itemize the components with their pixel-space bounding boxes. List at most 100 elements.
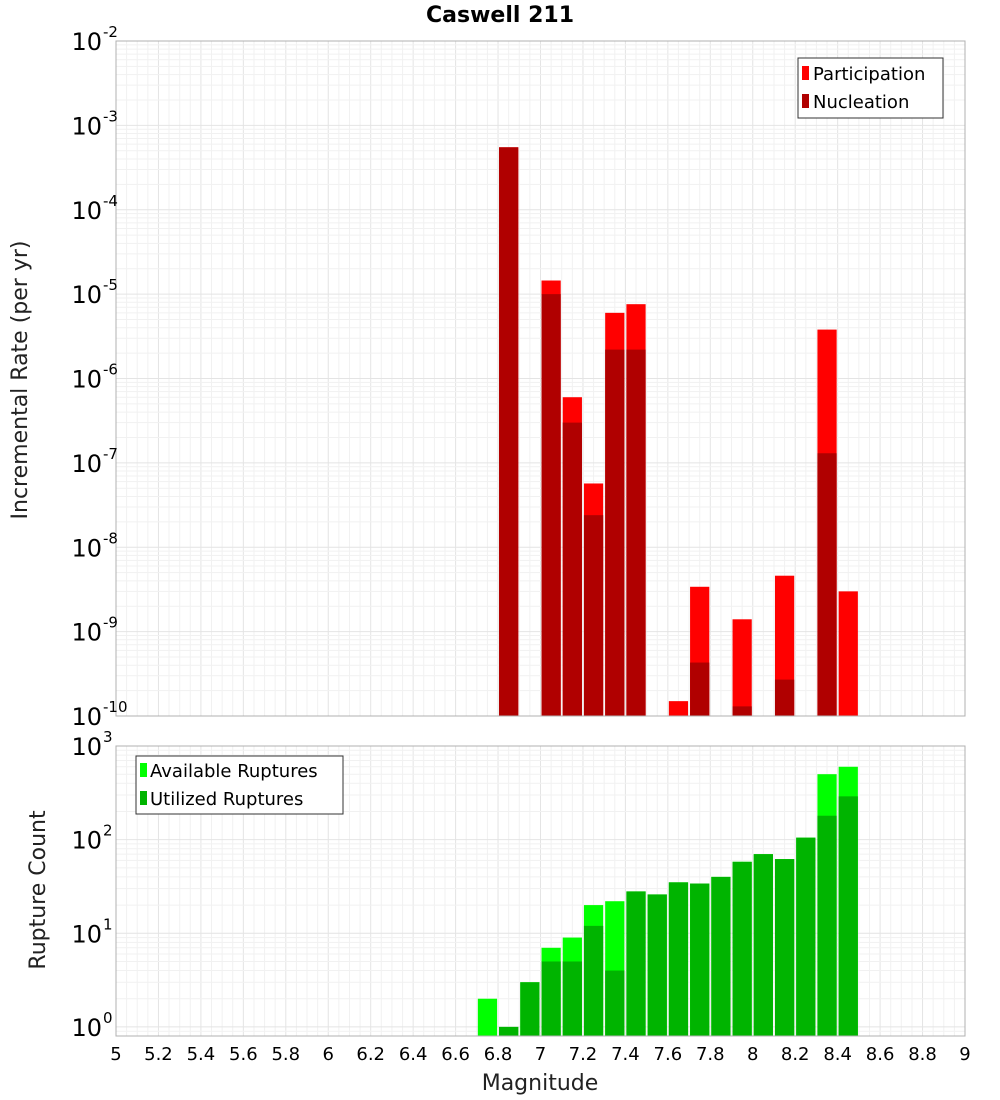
y-tick-label: 10 -7 [71, 445, 118, 478]
x-tick-label: 8.6 [866, 1044, 895, 1065]
x-tick-label: 7.6 [654, 1044, 683, 1065]
y-tick-base: 10 [71, 281, 102, 309]
count-bar-utilized-ruptures [753, 854, 773, 1036]
x-tick-label: 6.6 [441, 1044, 470, 1065]
y-tick-exponent: -8 [103, 529, 118, 547]
count-bar-utilized-ruptures [647, 894, 667, 1036]
x-tick-label: 5.6 [229, 1044, 258, 1065]
bottom-legend-box [135, 755, 344, 815]
bottom-plot-frame [115, 745, 966, 1037]
y-tick-label: 10 1 [71, 915, 112, 948]
y-tick-base: 10 [71, 366, 102, 394]
rate-bar-participation [838, 591, 858, 716]
y-tick-exponent: -10 [103, 698, 128, 716]
rate-bar-nucleation [562, 422, 582, 716]
y-tick-label: 10 3 [71, 728, 112, 761]
rate-bar-nucleation [690, 662, 710, 716]
bottom-y-axis-label: Rupture Count [26, 810, 51, 970]
y-tick-exponent: -5 [103, 276, 118, 294]
y-tick-base: 10 [71, 1014, 102, 1042]
y-tick-base: 10 [71, 197, 102, 225]
rate-bar-nucleation [541, 294, 561, 716]
x-tick-label: 6.2 [356, 1044, 385, 1065]
bottom-plot-bars [477, 766, 858, 1036]
x-tick-label: 7 [535, 1044, 546, 1065]
rate-bar-nucleation [774, 679, 795, 716]
y-tick-base: 10 [71, 733, 102, 761]
y-tick-label: 10 -4 [71, 192, 118, 225]
legend-label-available: Available Ruptures [150, 761, 318, 782]
x-tick-label: 5.8 [271, 1044, 300, 1065]
y-tick-exponent: 0 [103, 1009, 113, 1027]
y-tick-exponent: -2 [103, 23, 118, 41]
y-tick-base: 10 [71, 534, 102, 562]
y-tick-exponent: 3 [103, 728, 113, 746]
count-bar-available-ruptures [477, 998, 498, 1036]
y-tick-exponent: -9 [103, 614, 118, 632]
rate-bar-participation [668, 701, 689, 716]
y-tick-exponent: -3 [103, 107, 118, 125]
count-bar-utilized-ruptures [711, 876, 731, 1036]
rate-bar-nucleation [583, 515, 604, 716]
x-tick-label: 6.8 [484, 1044, 513, 1065]
x-tick-label: 7.4 [611, 1044, 640, 1065]
y-tick-base: 10 [71, 920, 102, 948]
x-tick-label: 5.2 [144, 1044, 173, 1065]
y-tick-exponent: 1 [103, 915, 113, 933]
top-legend-box [797, 57, 944, 119]
x-tick-label: 6 [323, 1044, 334, 1065]
legend-swatch-utilized [140, 791, 147, 805]
count-bar-utilized-ruptures [499, 1026, 519, 1036]
count-bar-utilized-ruptures [668, 882, 689, 1036]
x-tick-label: 8.4 [823, 1044, 852, 1065]
rate-bar-nucleation [626, 349, 646, 716]
x-tick-label: 5.4 [187, 1044, 216, 1065]
x-axis-label: Magnitude [482, 1071, 599, 1096]
top-y-axis-label: Incremental Rate (per yr) [8, 241, 33, 520]
count-bar-utilized-ruptures [690, 883, 710, 1036]
legend-swatch-available [140, 763, 147, 777]
y-tick-base: 10 [71, 28, 102, 56]
rate-bar-nucleation [817, 453, 837, 716]
y-tick-base: 10 [71, 619, 102, 647]
x-tick-label: 8 [747, 1044, 758, 1065]
y-tick-base: 10 [71, 450, 102, 478]
y-tick-label: 10 2 [71, 822, 112, 855]
legend-swatch-nucleation [802, 94, 809, 108]
y-tick-exponent: -7 [103, 445, 118, 463]
rate-bar-participation [732, 619, 752, 716]
rate-bar-nucleation [499, 147, 519, 717]
y-tick-exponent: -6 [103, 361, 118, 379]
top-legend: Participation Nucleation [797, 57, 944, 119]
top-plot: 10-210-310-410-510-610-710-810-910-10 In… [8, 23, 966, 731]
y-tick-exponent: 2 [103, 822, 113, 840]
legend-label-nucleation: Nucleation [813, 92, 909, 113]
count-bar-utilized-ruptures [732, 861, 752, 1036]
y-tick-label: 10 -9 [71, 614, 118, 647]
top-plot-y-ticks: 10-210-310-410-510-610-710-810-910-10 [71, 23, 127, 731]
chart-title: Caswell 211 [426, 3, 574, 28]
x-tick-label: 5 [110, 1044, 121, 1065]
y-tick-label: 10 0 [71, 1009, 112, 1042]
count-bar-utilized-ruptures [562, 961, 582, 1036]
y-tick-label: 10 -5 [71, 276, 118, 309]
y-tick-exponent: -4 [103, 192, 118, 210]
count-bar-utilized-ruptures [774, 859, 795, 1036]
count-bar-utilized-ruptures [541, 961, 561, 1036]
count-bar-utilized-ruptures [520, 982, 540, 1036]
rate-bar-nucleation [732, 706, 752, 716]
top-plot-bars [499, 147, 858, 717]
count-bar-utilized-ruptures [583, 925, 604, 1036]
y-tick-base: 10 [71, 827, 102, 855]
count-bar-utilized-ruptures [838, 796, 858, 1036]
y-tick-label: 10 -6 [71, 361, 118, 394]
x-axis-tick-labels: 5 5.2 5.4 5.6 5.8 6 6.2 6.4 6.6 6.8 7 7.2 7.4 7.6 7.8 8… [110, 1044, 970, 1065]
legend-label-participation: Participation [813, 64, 925, 85]
legend-label-utilized: Utilized Ruptures [150, 789, 303, 810]
count-bar-utilized-ruptures [817, 815, 837, 1036]
top-plot-grid [115, 40, 966, 717]
rate-bar-nucleation [605, 349, 625, 716]
